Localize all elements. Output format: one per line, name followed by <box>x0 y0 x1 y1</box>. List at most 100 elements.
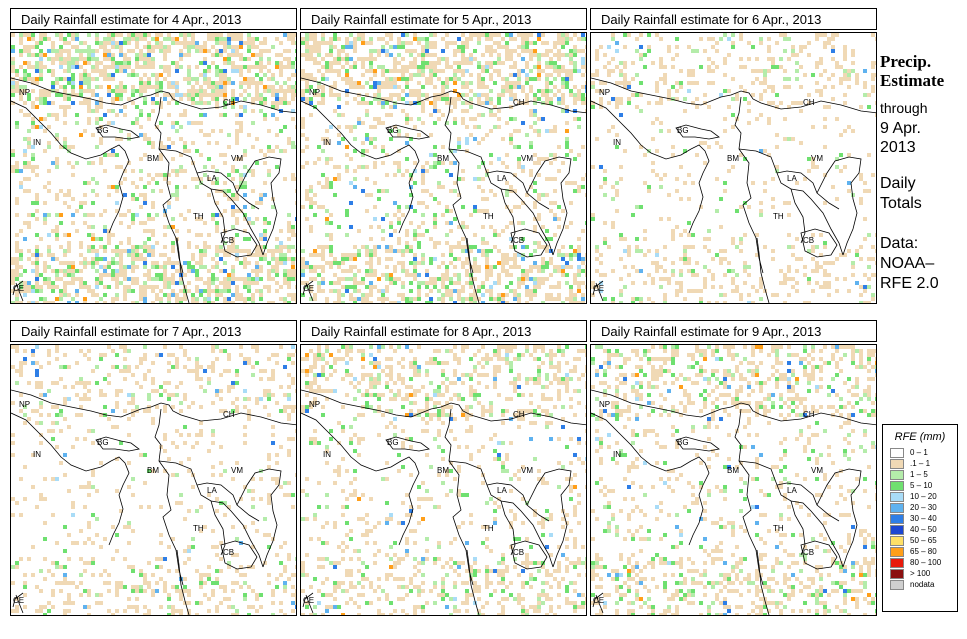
legend-label: 0 – 1 <box>910 448 928 457</box>
country-label-th: TH <box>483 212 494 221</box>
legend-title: RFE (mm) <box>894 431 946 443</box>
legend-label: .1 – 1 <box>910 459 931 468</box>
country-label-bm: BM <box>437 466 449 475</box>
country-label-la: LA <box>497 486 507 495</box>
country-label-vm: VM <box>521 154 533 163</box>
country-label-ch: CH <box>513 98 525 107</box>
end-date: 9 Apr. 2013 <box>880 120 921 156</box>
country-label-bm: BM <box>147 154 159 163</box>
legend-item: nodata <box>890 579 957 590</box>
legend-label: 10 – 20 <box>910 492 937 501</box>
precip-estimate-title: Precip. Estimate <box>880 52 945 90</box>
rfe-legend: RFE (mm) 0 – 1 .1 – 1 1 – 5 5 – 10 10 – 20 20… <box>882 424 958 612</box>
country-label-la: LA <box>207 174 217 183</box>
country-label-ce: CE <box>13 596 24 605</box>
legend-swatch <box>890 524 904 535</box>
country-label-ch: CH <box>513 410 525 419</box>
country-borders <box>301 77 586 303</box>
country-label-cb: CB <box>803 548 814 557</box>
country-label-np: NP <box>309 88 320 97</box>
legend-item: 30 – 40 <box>890 513 957 524</box>
country-label-bg: BG <box>97 438 109 447</box>
rainfall-map: NP CH IN BG BM VM LA TH CB CE <box>300 344 587 616</box>
legend-item: 80 – 100 <box>890 557 957 568</box>
legend-swatch <box>890 535 904 546</box>
legend-swatch <box>890 447 904 458</box>
country-label-np: NP <box>599 400 610 409</box>
rainfall-panel-7-apr: Daily Rainfall estimate for 7 Apr., 2013… <box>10 320 297 616</box>
country-label-in: IN <box>613 138 621 147</box>
panel-title: Daily Rainfall estimate for 7 Apr., 2013 <box>10 320 297 342</box>
legend-swatch <box>890 568 904 579</box>
country-label-ce: CE <box>593 284 604 293</box>
legend-label: 5 – 10 <box>910 481 933 490</box>
country-label-np: NP <box>309 400 320 409</box>
country-label-la: LA <box>207 486 217 495</box>
legend-item: 20 – 30 <box>890 502 957 513</box>
through-label: through <box>880 100 928 116</box>
legend-item: > 100 <box>890 568 957 579</box>
country-label-vm: VM <box>231 466 243 475</box>
rainfall-panel-9-apr: Daily Rainfall estimate for 9 Apr., 2013… <box>590 320 877 616</box>
panel-title: Daily Rainfall estimate for 8 Apr., 2013 <box>300 320 587 342</box>
legend-item: 65 – 80 <box>890 546 957 557</box>
daily-totals-label: Daily Totals <box>880 175 922 212</box>
country-borders <box>301 389 586 615</box>
data-source-label: Data: NOAA– RFE 2.0 <box>880 235 939 292</box>
country-label-bg: BG <box>677 126 689 135</box>
legend-item: .1 – 1 <box>890 458 957 469</box>
country-label-in: IN <box>323 450 331 459</box>
country-borders <box>591 389 876 615</box>
country-label-cb: CB <box>513 548 524 557</box>
country-label-ch: CH <box>223 98 235 107</box>
legend-swatch <box>890 502 904 513</box>
legend-label: 1 – 5 <box>910 470 928 479</box>
map-canvas: NP CH IN BG BM VM LA TH CB CE <box>591 33 876 303</box>
country-label-in: IN <box>33 138 41 147</box>
rainfall-panel-5-apr: Daily Rainfall estimate for 5 Apr., 2013… <box>300 8 587 304</box>
country-label-ch: CH <box>803 410 815 419</box>
map-canvas: NP CH IN BG BM VM LA TH CB CE <box>591 345 876 615</box>
country-label-bg: BG <box>97 126 109 135</box>
country-label-cb: CB <box>803 236 814 245</box>
rainfall-map: NP CH IN BG BM VM LA TH CB CE <box>590 32 877 304</box>
legend-swatch <box>890 513 904 524</box>
legend-item: 0 – 1 <box>890 447 957 458</box>
country-label-vm: VM <box>521 466 533 475</box>
legend-label: 20 – 30 <box>910 503 937 512</box>
country-label-th: TH <box>773 212 784 221</box>
country-label-la: LA <box>787 486 797 495</box>
country-borders <box>591 77 876 303</box>
map-canvas: NP CH IN BG BM VM LA TH CB CE <box>11 345 296 615</box>
country-label-th: TH <box>193 212 204 221</box>
country-label-ch: CH <box>223 410 235 419</box>
country-label-la: LA <box>497 174 507 183</box>
country-label-bm: BM <box>727 466 739 475</box>
legend-swatch <box>890 458 904 469</box>
country-label-in: IN <box>323 138 331 147</box>
country-label-bm: BM <box>437 154 449 163</box>
panel-title: Daily Rainfall estimate for 9 Apr., 2013 <box>590 320 877 342</box>
rainfall-map: NP CH IN BG BM VM LA TH CB CE <box>10 344 297 616</box>
country-label-vm: VM <box>811 154 823 163</box>
legend-item: 10 – 20 <box>890 491 957 502</box>
country-label-vm: VM <box>231 154 243 163</box>
country-label-np: NP <box>19 88 30 97</box>
map-canvas: NP CH IN BG BM VM LA TH CB CE <box>301 33 586 303</box>
rainfall-map: NP CH IN BG BM VM LA TH CB CE <box>300 32 587 304</box>
legend-label: 50 – 65 <box>910 536 937 545</box>
legend-swatch <box>890 469 904 480</box>
rainfall-panel-6-apr: Daily Rainfall estimate for 6 Apr., 2013… <box>590 8 877 304</box>
country-label-cb: CB <box>513 236 524 245</box>
country-label-cb: CB <box>223 548 234 557</box>
legend-item: 5 – 10 <box>890 480 957 491</box>
panel-title: Daily Rainfall estimate for 4 Apr., 2013 <box>10 8 297 30</box>
legend-item: 40 – 50 <box>890 524 957 535</box>
country-label-th: TH <box>773 524 784 533</box>
country-label-ce: CE <box>303 284 314 293</box>
legend-label: nodata <box>910 580 935 589</box>
country-label-bg: BG <box>387 438 399 447</box>
legend-swatch <box>890 480 904 491</box>
legend-swatch <box>890 557 904 568</box>
legend-label: 65 – 80 <box>910 547 937 556</box>
